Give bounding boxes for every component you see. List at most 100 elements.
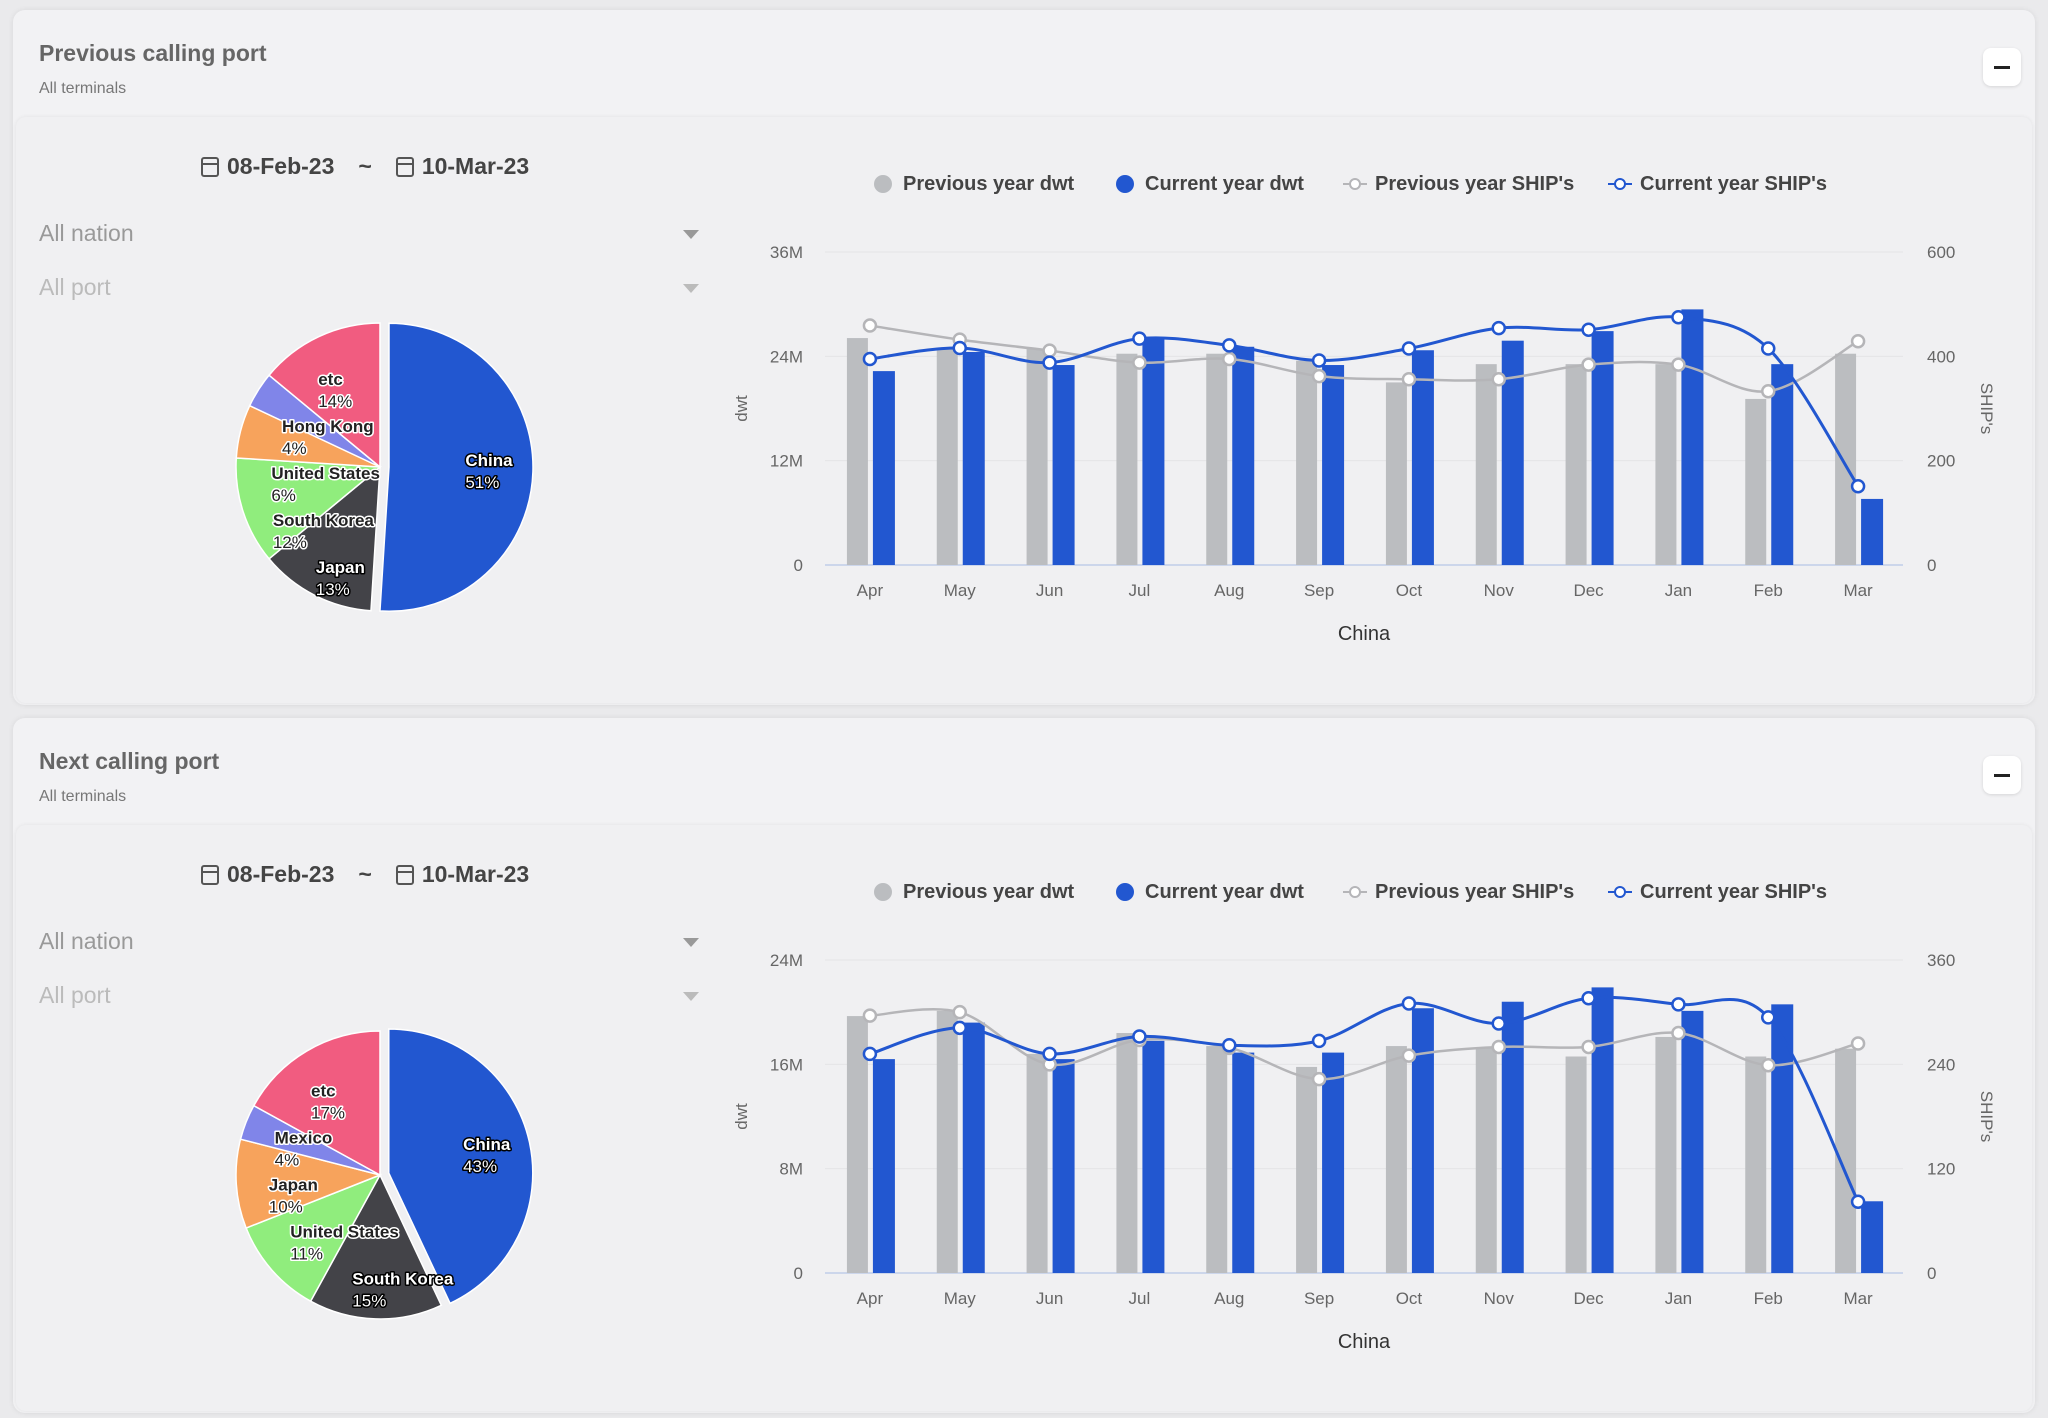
legend-item[interactable]: Current year dwt	[1116, 881, 1304, 903]
date-from[interactable]: 08-Feb-23	[227, 153, 335, 179]
pie-slice-united-states[interactable]	[245, 1173, 382, 1303]
point-previous-ships[interactable]	[1042, 343, 1057, 358]
point-previous-ships[interactable]	[1581, 1039, 1596, 1055]
point-previous-ships[interactable]	[952, 1004, 967, 1020]
bar-current-dwt[interactable]	[1232, 346, 1255, 565]
point-previous-ships[interactable]	[1401, 372, 1417, 387]
pie-slice-china[interactable]	[379, 322, 534, 613]
bar-previous-dwt[interactable]	[1565, 364, 1587, 565]
bar-current-dwt[interactable]	[1681, 309, 1704, 565]
point-current-ships[interactable]	[1761, 1010, 1776, 1025]
point-previous-ships[interactable]	[1671, 357, 1686, 372]
calendar-icon[interactable]	[201, 864, 219, 885]
point-current-ships[interactable]	[1491, 320, 1506, 336]
pie-slice-japan[interactable]	[267, 465, 381, 612]
point-previous-ships[interactable]	[1311, 1071, 1327, 1087]
bar-previous-dwt[interactable]	[1116, 1033, 1138, 1273]
bar-current-dwt[interactable]	[1771, 1004, 1794, 1273]
point-previous-ships[interactable]	[1491, 372, 1506, 387]
point-current-ships[interactable]	[1311, 1033, 1327, 1049]
legend-item[interactable]: Previous year dwt	[874, 881, 1075, 903]
port-select[interactable]: All port	[39, 982, 699, 1016]
bar-previous-dwt[interactable]	[1835, 353, 1857, 565]
point-previous-ships[interactable]	[1132, 355, 1147, 370]
point-previous-ships[interactable]	[1761, 384, 1776, 399]
point-previous-ships[interactable]	[862, 318, 878, 333]
bar-current-dwt[interactable]	[1322, 1052, 1345, 1273]
bar-current-dwt[interactable]	[1322, 365, 1345, 565]
bar-previous-dwt[interactable]	[846, 338, 868, 565]
legend-item[interactable]: Previous year SHIP's	[1343, 881, 1574, 903]
point-current-ships[interactable]	[1401, 996, 1417, 1011]
nation-select[interactable]: All nation	[39, 220, 699, 254]
bar-previous-dwt[interactable]	[1206, 353, 1228, 565]
point-current-ships[interactable]	[1222, 338, 1237, 353]
point-current-ships[interactable]	[1132, 331, 1147, 346]
calendar-icon[interactable]	[395, 156, 414, 177]
bar-previous-dwt[interactable]	[1385, 382, 1407, 565]
bar-current-dwt[interactable]	[1232, 1052, 1255, 1273]
point-previous-ships[interactable]	[1581, 357, 1596, 372]
point-current-ships[interactable]	[1671, 997, 1686, 1012]
point-current-ships[interactable]	[1581, 322, 1596, 337]
bar-previous-dwt[interactable]	[1116, 353, 1138, 565]
bar-current-dwt[interactable]	[1681, 1010, 1704, 1273]
port-select[interactable]: All port	[39, 274, 699, 308]
bar-previous-dwt[interactable]	[1565, 1056, 1587, 1273]
bar-previous-dwt[interactable]	[1835, 1048, 1857, 1273]
point-previous-ships[interactable]	[1401, 1048, 1417, 1063]
bar-previous-dwt[interactable]	[1655, 364, 1677, 565]
pie-slice-south-korea[interactable]	[235, 457, 382, 560]
bar-current-dwt[interactable]	[1411, 350, 1434, 565]
point-previous-ships[interactable]	[1491, 1039, 1506, 1055]
point-current-ships[interactable]	[952, 1020, 967, 1036]
bar-previous-dwt[interactable]	[1296, 360, 1318, 565]
point-current-ships[interactable]	[1761, 341, 1776, 356]
point-previous-ships[interactable]	[1850, 1036, 1866, 1051]
bar-previous-dwt[interactable]	[846, 1016, 868, 1273]
collapse-button[interactable]	[1983, 756, 2021, 794]
pie-slice-south-korea[interactable]	[309, 1173, 443, 1320]
bar-current-dwt[interactable]	[872, 371, 895, 565]
point-current-ships[interactable]	[862, 1046, 878, 1062]
point-current-ships[interactable]	[1042, 1046, 1057, 1062]
bar-previous-dwt[interactable]	[1026, 348, 1048, 565]
bar-previous-dwt[interactable]	[1655, 1036, 1677, 1273]
bar-current-dwt[interactable]	[1861, 1201, 1884, 1273]
date-from[interactable]: 08-Feb-23	[227, 861, 335, 887]
bar-current-dwt[interactable]	[1501, 340, 1524, 565]
point-previous-ships[interactable]	[1222, 351, 1237, 367]
pie-slice-etc[interactable]	[267, 322, 381, 469]
bar-current-dwt[interactable]	[1052, 1059, 1075, 1273]
date-to[interactable]: 10-Mar-23	[421, 861, 530, 887]
calendar-icon[interactable]	[201, 156, 219, 177]
bar-current-dwt[interactable]	[1591, 331, 1614, 565]
bar-previous-dwt[interactable]	[1026, 1053, 1048, 1273]
bar-current-dwt[interactable]	[962, 351, 985, 565]
point-current-ships[interactable]	[1042, 355, 1057, 370]
legend-item[interactable]: Previous year dwt	[874, 173, 1075, 195]
point-current-ships[interactable]	[1671, 309, 1686, 325]
bar-current-dwt[interactable]	[1501, 1001, 1524, 1273]
pie-slice-china[interactable]	[388, 1028, 534, 1305]
point-current-ships[interactable]	[1222, 1037, 1237, 1053]
collapse-button[interactable]	[1983, 48, 2021, 86]
bar-previous-dwt[interactable]	[1385, 1046, 1407, 1273]
point-current-ships[interactable]	[1581, 991, 1596, 1006]
bar-previous-dwt[interactable]	[936, 348, 958, 565]
bar-previous-dwt[interactable]	[1296, 1066, 1318, 1273]
point-current-ships[interactable]	[1311, 353, 1327, 368]
calendar-icon[interactable]	[395, 864, 414, 885]
legend-item[interactable]: Current year dwt	[1116, 173, 1304, 195]
bar-current-dwt[interactable]	[1771, 364, 1794, 565]
point-previous-ships[interactable]	[1671, 1025, 1686, 1041]
point-previous-ships[interactable]	[862, 1008, 878, 1023]
bar-current-dwt[interactable]	[1142, 1040, 1165, 1273]
bar-current-dwt[interactable]	[1591, 987, 1614, 1273]
nation-select[interactable]: All nation	[39, 928, 699, 962]
point-previous-ships[interactable]	[1850, 333, 1866, 349]
date-to[interactable]: 10-Mar-23	[421, 153, 530, 179]
bar-current-dwt[interactable]	[872, 1059, 895, 1273]
bar-previous-dwt[interactable]	[1475, 364, 1497, 565]
bar-current-dwt[interactable]	[962, 1022, 985, 1273]
